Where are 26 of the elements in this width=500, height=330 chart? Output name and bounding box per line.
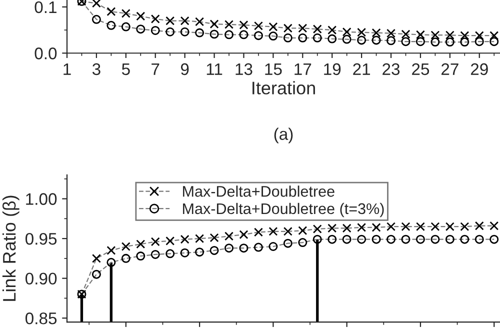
x-tick-label: 21 xyxy=(353,63,370,75)
y-axis-title: Link Ratio (β) xyxy=(2,196,20,301)
x-tick-label: 5 xyxy=(122,63,130,76)
x-axis-title: Iteration xyxy=(252,81,315,94)
x-tick-label: 19 xyxy=(324,63,341,76)
x-tick-label: 27 xyxy=(441,63,458,75)
x-tick-label: 23 xyxy=(382,63,400,76)
text: (a) xyxy=(274,128,293,144)
x-tick-label: 13 xyxy=(236,63,252,76)
y-tick-label: 0.85 xyxy=(25,312,57,324)
x-tick-label: 15 xyxy=(265,63,282,76)
y-tick-label: 1.00 xyxy=(26,193,57,205)
x-tick-label: 17 xyxy=(294,63,312,75)
legend-label: Max-Delta+Doubletree xyxy=(183,186,334,197)
x-tick-label: 7 xyxy=(152,63,160,75)
y-tick-label: 0.95 xyxy=(25,232,57,245)
y-tick-label: 0.1 xyxy=(34,1,56,14)
y-tick-label: 0.90 xyxy=(25,272,57,285)
legend-label: Max-Delta+Doubletree (t=3%) xyxy=(183,202,384,218)
x-tick-label: 1 xyxy=(64,63,71,75)
x-tick-label: 9 xyxy=(180,63,189,76)
x-tick-label: 29 xyxy=(470,63,488,76)
y-tick-label: 0.0 xyxy=(34,48,57,60)
x-tick-label: 3 xyxy=(92,63,100,76)
x-tick-label: 11 xyxy=(206,63,222,75)
x-tick-label: 25 xyxy=(412,63,430,76)
